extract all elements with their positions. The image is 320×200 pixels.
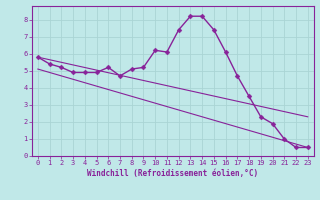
- X-axis label: Windchill (Refroidissement éolien,°C): Windchill (Refroidissement éolien,°C): [87, 169, 258, 178]
